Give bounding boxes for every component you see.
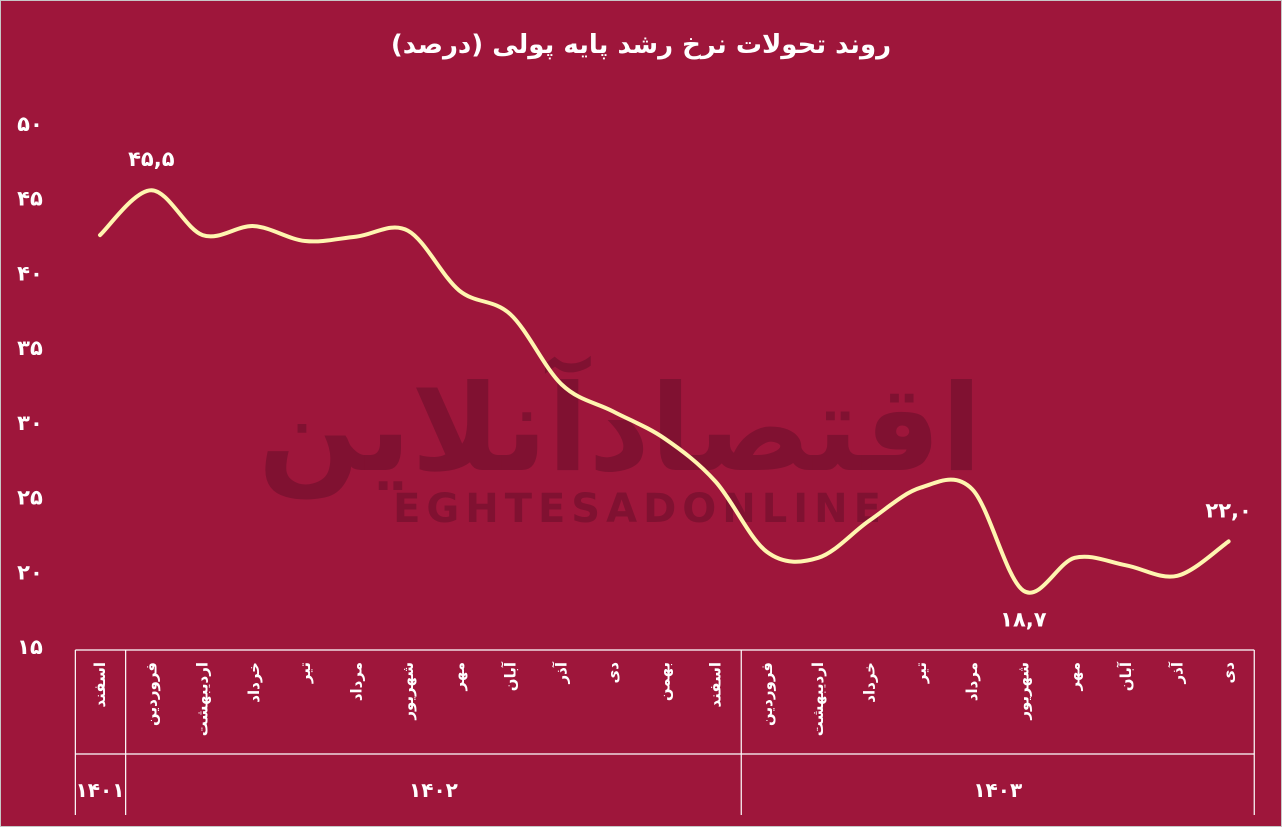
x-tick-label: خرداد [245,662,263,703]
watermark: اقتصادآنلاین EGHTESADONLINE [258,355,982,532]
x-tick-label: آذر [1168,661,1186,684]
y-axis-ticks: ۱۵ ۲۰ ۲۵ ۳۰ ۳۵ ۴۰ ۴۵ ۵۰ [17,112,43,659]
data-label: ۱۸,۷ [1000,608,1047,632]
x-tick-label: شهریور [399,662,417,721]
x-tick-label: مهر [1066,662,1084,692]
y-tick-label: ۱۵ [17,635,43,659]
x-tick-label: فروردین [142,662,160,726]
series-line [98,188,1231,595]
x-tick-label: مرداد [963,662,981,701]
x-tick-label: اسفند [707,662,725,707]
x-tick-label: آبان [1117,661,1135,691]
y-tick-label: ۳۰ [17,411,43,435]
y-tick-label: ۲۵ [17,486,43,510]
data-label: ۴۵,۵ [128,147,175,171]
x-tick-label: آذر [553,661,571,684]
year-label: ۱۴۰۱ [76,778,125,802]
y-tick-label: ۴۵ [17,187,43,211]
data-label: ۲۲,۰ [1205,498,1251,522]
x-tick-label: فروردین [758,662,776,726]
x-tick-label: اردیبهشت [194,662,212,736]
watermark-latin: EGHTESADONLINE [393,486,887,532]
x-tick-label: دی [604,662,622,684]
watermark-arabic: اقتصادآنلاین [258,355,982,499]
x-tick-label: مهر [450,662,468,692]
x-tick-label: اسفند [91,662,109,707]
x-tick-label: تیر [296,662,314,684]
year-labels: ۱۴۰۱ ۱۴۰۲ ۱۴۰۳ [76,778,1023,802]
x-tick-label: آبان [501,661,519,691]
x-tick-label: بهمن [655,662,673,701]
year-label: ۱۴۰۲ [409,778,458,802]
x-tick-label: تیر [912,662,930,684]
y-tick-label: ۳۵ [17,336,43,360]
axes [74,649,1255,815]
chart-title: روند تحولات نرخ رشد پایه پولی (درصد) [390,30,892,60]
year-label: ۱۴۰۳ [973,778,1022,802]
data-labels: ۴۵,۵ ۱۸,۷ ۲۲,۰ [128,147,1252,631]
x-tick-label: اردیبهشت [809,662,827,736]
x-tick-label: مرداد [348,662,366,701]
y-tick-label: ۲۰ [17,560,43,584]
y-tick-label: ۴۰ [17,261,43,285]
x-axis-ticks: اسفند فروردین اردیبهشت خرداد تیر مرداد شهریور م… [91,661,1238,736]
x-tick-label: شهریور [1014,662,1032,721]
x-tick-label: دی [1220,662,1238,684]
y-tick-label: ۵۰ [17,112,43,136]
x-tick-label: خرداد [861,662,879,703]
